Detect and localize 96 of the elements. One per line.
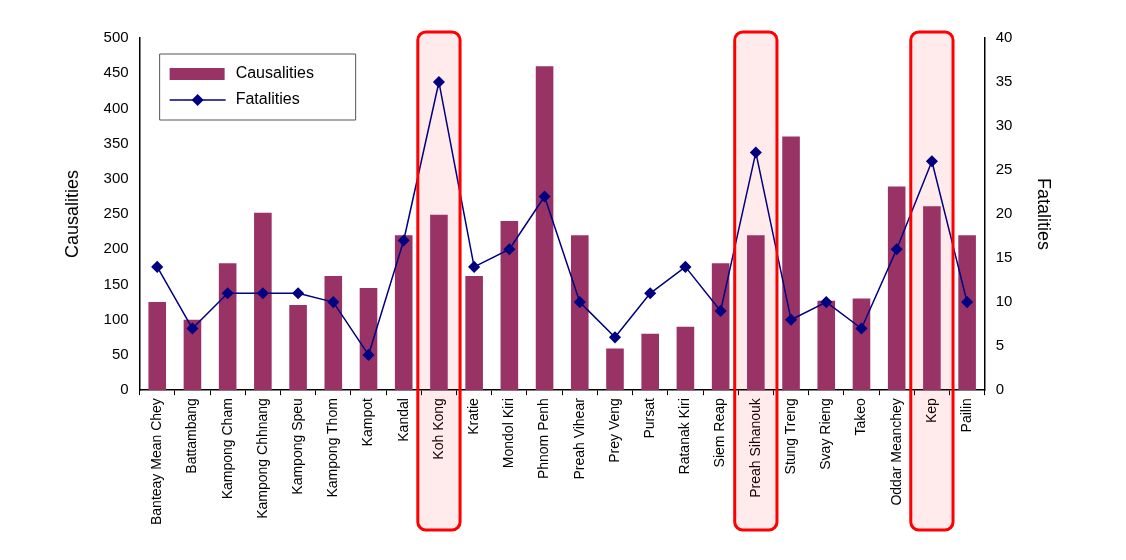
point: [644, 287, 656, 300]
point: [468, 261, 480, 273]
point: [292, 287, 304, 300]
x-tick-label: Kratie: [465, 397, 481, 435]
y2-tick-label: 20: [995, 204, 1013, 222]
y2-tick-label: 0: [995, 380, 1005, 398]
x-tick-label: Ratanak Kiri: [676, 398, 693, 475]
x-tick-label: Kampong Chhnang: [253, 398, 270, 519]
x-tick-label: Kandal: [394, 398, 411, 442]
point: [855, 322, 868, 335]
bar: [711, 263, 730, 391]
y-tick-label: 400: [103, 98, 129, 116]
y-tick-label: 50: [111, 345, 129, 363]
point: [714, 305, 727, 317]
y-tick-label: 150: [103, 274, 129, 292]
x-tick-label: Stung Treng: [781, 398, 798, 475]
point: [750, 146, 762, 159]
legend-label: Fatalities: [235, 90, 300, 108]
bar: [641, 333, 659, 391]
x-tick-label: Phnom Penh: [535, 398, 552, 480]
bar: [218, 263, 237, 391]
bar: [359, 288, 378, 391]
bar: [430, 214, 448, 391]
x-tick-label: Oddar Meanchey: [887, 398, 904, 506]
bar: [606, 348, 624, 391]
point: [186, 322, 199, 335]
point: [926, 155, 938, 167]
bar: [570, 235, 589, 391]
bar: [923, 206, 941, 391]
y-tick-label: 450: [103, 63, 129, 81]
bar: [465, 276, 483, 391]
x-tick-label: Pailin: [957, 398, 974, 433]
y2-tick-label: 15: [995, 248, 1013, 266]
y2-tick-label: 35: [995, 72, 1013, 90]
point: [574, 296, 586, 308]
y-tick-label: 200: [103, 239, 129, 257]
bar: [148, 302, 167, 391]
y2-axis-title: Fatalities: [1034, 178, 1055, 251]
x-tick-label: Banteay Mean Chey: [148, 398, 165, 525]
y2-tick-label: 25: [995, 160, 1013, 178]
x-tick-label: Koh Kong: [429, 398, 446, 460]
bar: [394, 235, 413, 391]
point: [433, 76, 445, 88]
y2-tick-label: 30: [995, 116, 1013, 134]
x-tick-label: Kampong Thom: [324, 398, 341, 498]
point: [820, 296, 833, 308]
point: [503, 243, 516, 256]
bar: [852, 298, 871, 391]
point: [890, 243, 903, 256]
x-tick-label: Preah Sihanouk: [746, 397, 763, 498]
point: [609, 331, 621, 344]
point: [151, 261, 163, 273]
x-tick-label: Kampong Cham: [218, 398, 235, 500]
point: [221, 287, 234, 300]
x-tick-label: Preah Vihear: [570, 397, 587, 480]
y-tick-label: 350: [103, 133, 129, 151]
x-tick-label: Pursat: [641, 398, 658, 439]
x-tick-label: Battambang: [183, 398, 200, 474]
bar: [289, 304, 307, 391]
y-tick-label: 250: [103, 204, 129, 222]
bar: [747, 235, 765, 391]
point: [327, 296, 340, 308]
x-tick-label: Kampot: [359, 398, 376, 447]
point: [679, 261, 692, 273]
bar: [254, 212, 272, 391]
y2-tick-label: 40: [995, 28, 1013, 46]
x-tick-label: Kampong Speu: [288, 398, 305, 495]
x-tick-label: Kep: [922, 397, 939, 424]
point: [257, 287, 269, 300]
point: [961, 296, 973, 308]
bar: [887, 186, 906, 391]
bar: [324, 276, 343, 391]
x-tick-label: Svay Rieng: [817, 398, 834, 470]
bar: [500, 221, 519, 391]
y2-tick-label: 5: [995, 336, 1005, 354]
x-tick-label: Mondol Kiri: [500, 398, 517, 469]
x-tick-label: Prey Veng: [605, 398, 622, 463]
point: [785, 313, 797, 326]
x-tick-label: Takeo: [852, 397, 869, 436]
point: [362, 349, 375, 361]
point: [397, 234, 410, 247]
y-tick-label: 0: [120, 380, 129, 398]
y-tick-label: 500: [103, 28, 129, 46]
y-tick-label: 300: [103, 169, 129, 186]
x-tick-label: Siem Reap: [711, 397, 728, 468]
bar: [782, 136, 800, 391]
y-tick-label: 100: [103, 309, 129, 327]
bar: [676, 326, 695, 391]
legend-label: Causalities: [235, 64, 314, 82]
y2-tick-label: 10: [995, 292, 1013, 310]
bar: [958, 235, 976, 391]
bar: [535, 66, 554, 391]
point: [538, 190, 551, 203]
y-axis-title: Causalities: [61, 170, 82, 259]
bar: [817, 300, 836, 391]
bar: [183, 319, 202, 391]
